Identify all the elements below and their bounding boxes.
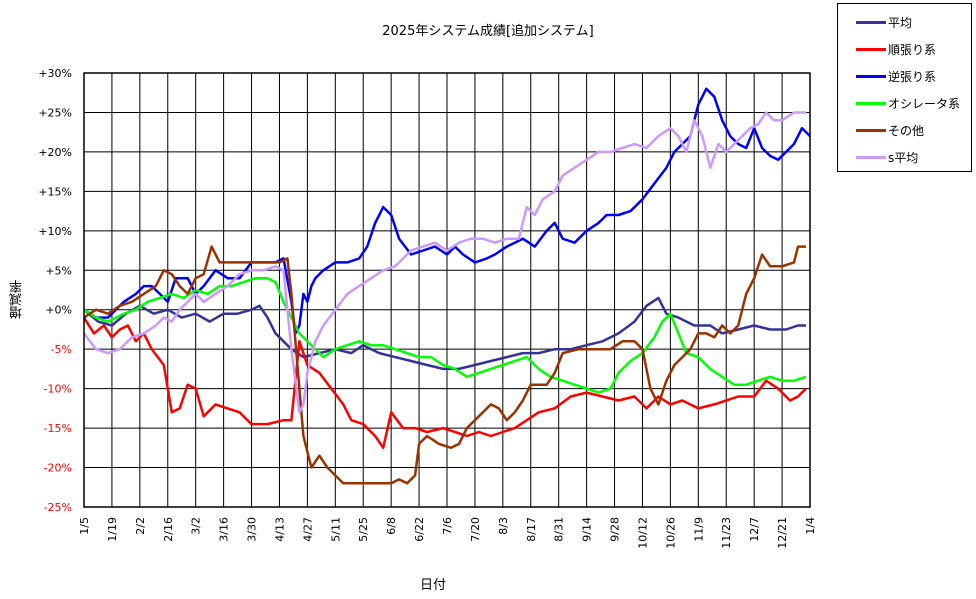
x-tick-label: 12/21	[776, 517, 789, 549]
series-line	[82, 316, 807, 450]
y-tick-label: +25%	[38, 106, 72, 119]
x-tick-label: 3/2	[190, 517, 203, 535]
x-tick-label: 6/8	[385, 517, 398, 535]
x-tick-label: 3/16	[218, 517, 231, 542]
x-tick-label: 5/11	[329, 517, 342, 542]
y-tick-label: +5%	[45, 264, 72, 277]
chart-title: 2025年システム成績[追加システム]	[382, 24, 594, 39]
y-tick-label: -25%	[44, 501, 72, 514]
legend: 平均 順張り系 逆張り系 オシレータ系 その他 s平均	[837, 3, 972, 172]
x-tick-label: 11/23	[720, 517, 733, 549]
y-tick-label: -10%	[44, 383, 72, 396]
legend-item: s平均	[856, 147, 918, 167]
legend-item: 順張り系	[856, 39, 936, 59]
x-tick-label: 9/14	[581, 517, 594, 542]
y-tick-label: +0%	[45, 304, 72, 317]
legend-swatch-icon	[856, 128, 886, 132]
x-tick-label: 5/25	[357, 517, 370, 542]
legend-item: 逆張り系	[856, 66, 936, 86]
legend-label: 順張り系	[888, 42, 937, 57]
series-line	[83, 245, 806, 485]
y-tick-label: +10%	[38, 225, 72, 238]
y-tick-label: +15%	[38, 185, 72, 198]
x-tick-label: 7/6	[441, 517, 454, 535]
y-tick-label: -5%	[51, 343, 72, 356]
legend-label: s平均	[888, 150, 919, 165]
series-line	[83, 111, 806, 414]
series-line	[83, 296, 806, 371]
x-tick-label: 1/4	[804, 517, 817, 535]
legend-label: オシレータ系	[888, 96, 961, 111]
x-tick-label: 1/19	[106, 517, 119, 542]
y-tick-label: +20%	[38, 146, 72, 159]
x-tick-label: 2/16	[162, 517, 175, 542]
legend-label: その他	[888, 123, 925, 138]
x-tick-label: 9/28	[609, 517, 622, 542]
series-line	[83, 276, 807, 394]
x-tick-label: 10/12	[636, 517, 649, 549]
legend-swatch-icon	[856, 74, 886, 78]
legend-label: 逆張り系	[888, 69, 937, 84]
y-tick-label: -20%	[44, 462, 72, 475]
x-tick-label: 2/2	[134, 517, 147, 535]
x-tick-label: 10/26	[664, 517, 677, 549]
x-tick-label: 3/30	[246, 517, 259, 542]
series-lines	[82, 87, 811, 485]
x-tick-label: 8/17	[525, 517, 538, 542]
x-tick-label: 8/3	[497, 517, 510, 535]
series-line	[83, 87, 811, 335]
legend-swatch-icon	[856, 20, 886, 24]
legend-item: 平均	[856, 12, 912, 32]
legend-item: オシレータ系	[856, 93, 960, 113]
x-tick-label: 4/27	[301, 517, 314, 542]
legend-swatch-icon	[856, 101, 886, 105]
x-tick-label: 4/13	[273, 517, 286, 542]
x-tick-label: 12/7	[748, 517, 761, 542]
legend-item: その他	[856, 120, 924, 140]
legend-label: 平均	[888, 15, 913, 30]
x-axis-ticks: 1/5 1/19 2/2 2/16 3/2 3/16 3/30 4/13 4/27 5/11 5/2…	[78, 517, 817, 549]
x-tick-label: 7/20	[469, 517, 482, 542]
x-tick-label: 8/31	[553, 517, 566, 542]
y-tick-label: +30%	[38, 67, 72, 80]
plot-frame	[83, 72, 811, 508]
x-tick-label: 6/22	[413, 517, 426, 542]
x-axis-label: 日付	[420, 578, 447, 593]
x-tick-label: 11/9	[692, 517, 705, 542]
y-tick-label: -15%	[44, 422, 72, 435]
x-tick-label: 1/5	[78, 517, 91, 535]
legend-swatch-icon	[856, 47, 886, 51]
legend-swatch-icon	[856, 155, 886, 159]
y-axis-ticks: +30% +25% +20% +15% +10% +5% +0% -5% -10% -15% -20…	[38, 67, 72, 514]
